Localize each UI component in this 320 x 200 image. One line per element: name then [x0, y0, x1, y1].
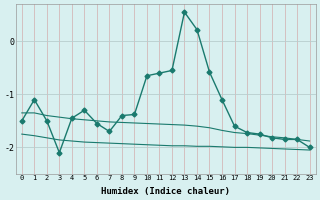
- X-axis label: Humidex (Indice chaleur): Humidex (Indice chaleur): [101, 187, 230, 196]
